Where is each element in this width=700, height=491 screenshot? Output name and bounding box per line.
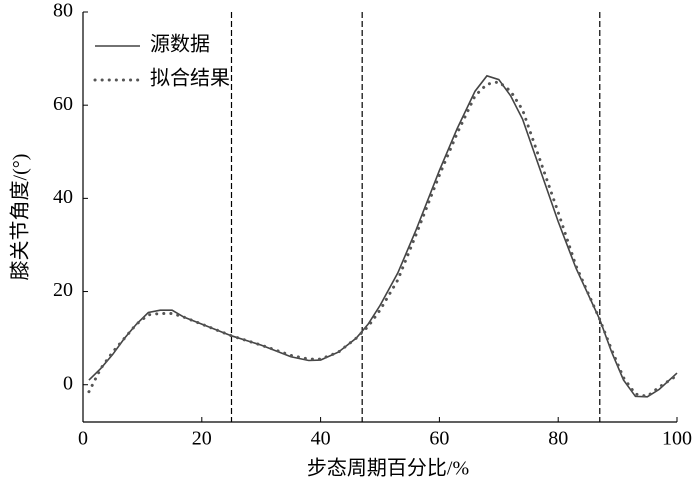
- x-tick-label: 60: [429, 428, 449, 450]
- x-axis-label: 步态周期百分比/%: [307, 457, 469, 480]
- y-axis-label: 膝关节角度/(°): [9, 154, 32, 281]
- y-tick-label: 20: [53, 279, 73, 301]
- y-tick-label: 60: [53, 93, 73, 115]
- x-tick-label: 40: [311, 428, 331, 450]
- legend-label: 拟合结果: [150, 67, 230, 90]
- data-line: [87, 80, 679, 398]
- y-tick-label: 0: [63, 372, 73, 394]
- x-tick-label: 0: [78, 428, 88, 450]
- x-tick-label: 20: [192, 428, 212, 450]
- data-line: [88, 74, 678, 398]
- x-tick-label: 100: [662, 428, 692, 450]
- y-tick-label: 40: [53, 186, 73, 208]
- legend-label: 源数据: [150, 33, 210, 56]
- y-tick-label: 80: [53, 0, 73, 22]
- x-tick-label: 80: [548, 428, 568, 450]
